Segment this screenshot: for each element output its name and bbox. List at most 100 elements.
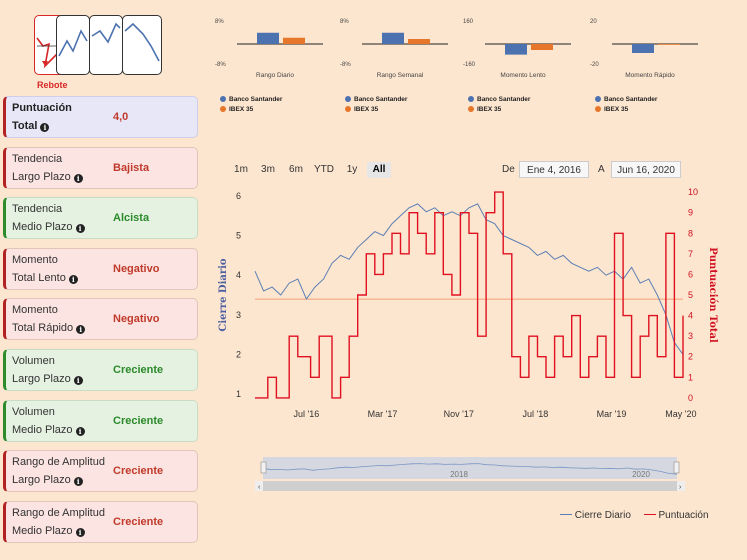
trend-pattern-icon — [124, 22, 160, 62]
navigator[interactable]: 2018 2020 ‹ › — [255, 457, 685, 491]
navigator-series — [262, 463, 678, 475]
date-from-label: De — [502, 164, 515, 175]
legend-price[interactable]: Cierre Diario — [560, 510, 631, 521]
bar-santander[interactable] — [632, 44, 654, 53]
pattern-label: Rebote — [37, 80, 68, 90]
info-icon[interactable]: i — [75, 527, 85, 537]
legend-ibex: IBEX 35 — [468, 106, 501, 113]
mini-chart-title: Rango Semanal — [376, 72, 424, 79]
info-icon[interactable]: i — [75, 224, 85, 234]
indicator-card[interactable]: Tendencia Medio Plazo i Alcista — [3, 197, 198, 240]
chart-legend: Cierre Diario Puntuación — [560, 510, 709, 521]
pattern-thumb-2[interactable] — [56, 15, 90, 75]
scroll-left-icon[interactable]: ‹ — [258, 484, 261, 491]
date-to-input[interactable]: Jun 16, 2020 — [611, 161, 681, 178]
legend-ibex: IBEX 35 — [595, 106, 628, 113]
price-series-line[interactable] — [254, 203, 684, 355]
legend-ibex: IBEX 35 — [220, 106, 253, 113]
bar-ibex[interactable] — [283, 37, 305, 44]
ytick-top: 8% — [215, 19, 224, 25]
legend-santander: Banco Santander — [595, 96, 657, 103]
ytick-bottom: -8% — [215, 62, 226, 68]
card-title-line1: Momento — [12, 253, 58, 266]
right-tick-label: 4 — [688, 311, 693, 321]
info-icon[interactable]: i — [76, 325, 86, 335]
legend-ibex-label: IBEX 35 — [229, 106, 254, 113]
trend-pattern-icon — [58, 29, 88, 57]
indicator-card[interactable]: Momento Total Rápido i Negativo — [3, 298, 198, 341]
x-tick-label: Mar '19 — [597, 409, 627, 419]
card-title-line1: Tendencia — [12, 152, 63, 165]
card-title-line1: Momento — [12, 304, 58, 317]
legend-score[interactable]: Puntuación — [643, 510, 709, 521]
card-title-line2-text: Medio Plazo — [12, 423, 73, 436]
indicator-card[interactable]: Momento Total Lento i Negativo — [3, 247, 198, 290]
indicator-card[interactable]: Puntuación Total i 4,0 — [3, 96, 198, 138]
range-button-1m[interactable]: 1m — [234, 164, 248, 175]
card-title-line1: Rango de Amplitud — [12, 456, 105, 469]
bar-santander[interactable] — [257, 32, 279, 44]
indicator-card[interactable]: Rango de Amplitud Largo Plazo i Creciente — [3, 450, 198, 493]
card-value: Creciente — [113, 515, 164, 528]
card-title-line2-text: Largo Plazo — [12, 373, 71, 385]
right-tick-label: 3 — [688, 331, 693, 341]
mini-chart-title: Momento Lento — [500, 72, 546, 79]
indicator-card[interactable]: Rango de Amplitud Medio Plazo i Creciente — [3, 500, 198, 543]
range-button-ytd[interactable]: YTD — [314, 164, 334, 175]
right-tick-label: 1 — [688, 372, 693, 382]
left-tick-label: 1 — [236, 389, 241, 399]
info-icon[interactable]: i — [40, 123, 50, 132]
left-tick-label: 5 — [236, 231, 241, 241]
bar-santander[interactable] — [382, 32, 404, 44]
pattern-thumb-3[interactable] — [89, 15, 123, 75]
info-icon[interactable]: i — [73, 477, 83, 487]
ytick-top: 160 — [463, 19, 474, 25]
scrollbar-thumb[interactable] — [263, 481, 677, 491]
trend-pattern-icon — [91, 22, 121, 44]
pattern-thumb-4[interactable] — [122, 15, 162, 75]
date-to-label: A — [598, 164, 605, 175]
card-title-line1: Volumen — [12, 405, 55, 418]
mini-chart-title: Momento Rápido — [625, 72, 675, 79]
range-button-1y[interactable]: 1y — [346, 164, 358, 175]
x-tick-label: Nov '17 — [444, 409, 474, 419]
left-tick-label: 4 — [236, 270, 241, 280]
info-icon[interactable]: i — [75, 426, 85, 436]
card-value: Creciente — [113, 414, 164, 427]
range-button-all[interactable]: All — [367, 162, 391, 178]
main-chart[interactable]: 1 2 3 4 5 6 0 1 2 3 4 5 6 7 8 9 10 Jul '16 Mar '17 Nov '17 J… — [200, 180, 740, 430]
legend-dot-ibex — [468, 106, 474, 112]
indicator-card[interactable]: Volumen Medio Plazo i Creciente — [3, 399, 198, 442]
card-value: Negativo — [113, 313, 160, 326]
bar-santander[interactable] — [505, 44, 527, 55]
card-value: Alcista — [113, 212, 150, 225]
left-axis-label: Cierre Diario — [218, 258, 229, 332]
bar-ibex[interactable] — [408, 39, 430, 44]
mini-bar-plot — [362, 32, 448, 45]
info-icon[interactable]: i — [73, 376, 83, 385]
card-value: 4,0 — [113, 111, 129, 123]
scroll-right-icon[interactable]: › — [679, 484, 682, 491]
date-from-input[interactable]: Ene 4, 2016 — [519, 161, 589, 178]
indicator-card[interactable]: Volumen Largo Plazo i Creciente — [3, 349, 198, 391]
legend-santander: Banco Santander — [345, 96, 407, 103]
indicator-card[interactable]: Tendencia Largo Plazo i Bajista — [3, 146, 198, 189]
score-series-line[interactable] — [255, 191, 684, 399]
card-title-line2: Medio Plazo i — [12, 221, 85, 234]
bar-ibex[interactable] — [531, 44, 553, 50]
info-icon[interactable]: i — [73, 173, 83, 183]
navigator-handle-right[interactable] — [673, 461, 680, 474]
x-tick-label: May '20 — [665, 409, 696, 419]
navigator-window[interactable] — [263, 457, 677, 479]
legend-ibex-label: IBEX 35 — [604, 106, 629, 113]
card-title-line2-text: Largo Plazo — [12, 170, 71, 183]
mini-bar-chart: 160 -160 Momento Lento Banco Santander IBEX … — [463, 18, 583, 113]
info-icon[interactable]: i — [68, 274, 78, 284]
right-tick-label: 2 — [688, 352, 693, 362]
navigator-handle-left[interactable] — [260, 461, 267, 474]
range-button-3m[interactable]: 3m — [261, 164, 275, 175]
legend-dot-ibex — [595, 106, 601, 112]
legend-price-label: Cierre Diario — [574, 510, 631, 521]
range-button-6m[interactable]: 6m — [289, 164, 303, 175]
bar-ibex[interactable] — [658, 44, 680, 45]
